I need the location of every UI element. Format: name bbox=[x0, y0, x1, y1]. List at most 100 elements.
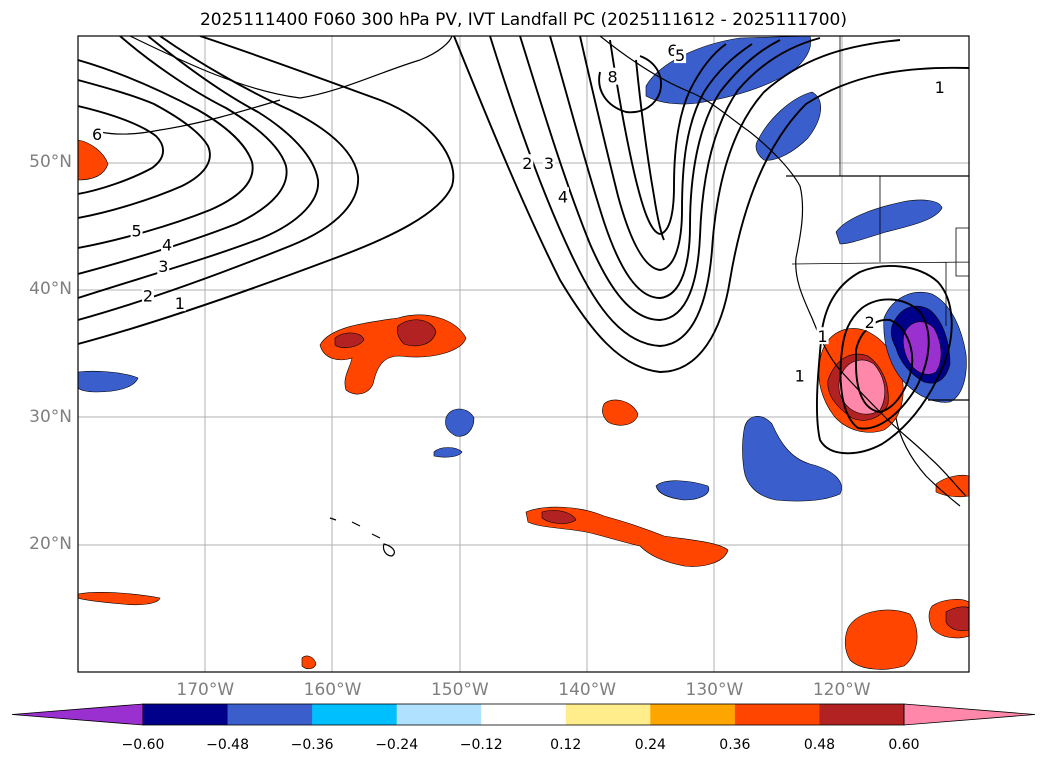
colorbar-segment bbox=[734, 704, 820, 725]
colorbar-tick-label: −0.36 bbox=[290, 737, 334, 753]
pv-contour-west-5 bbox=[78, 59, 254, 249]
colorbar-segment bbox=[481, 704, 567, 725]
pv-contour-california-1 bbox=[815, 265, 953, 455]
contour-label-background bbox=[816, 327, 829, 345]
contour-label: 1 bbox=[795, 367, 805, 386]
ivt-blob-southeast-1 bbox=[844, 609, 918, 670]
contour-label: 5 bbox=[131, 222, 141, 241]
pv-contours bbox=[78, 36, 969, 455]
colorbar bbox=[11, 703, 1036, 726]
contour-label-background bbox=[173, 294, 186, 312]
colorbar-tick-label: −0.12 bbox=[459, 737, 503, 753]
ivt-blob-small-2 bbox=[301, 655, 317, 670]
ivt-blob-northwest-corner bbox=[78, 139, 109, 181]
contour-label: 6 bbox=[92, 125, 102, 144]
contour-label-background bbox=[606, 67, 619, 85]
colorbar-tick-label: 0.48 bbox=[803, 737, 836, 753]
colorbar-tick-label: −0.48 bbox=[206, 737, 249, 753]
contour-label-background bbox=[793, 366, 806, 384]
longitude-label: 140°W bbox=[558, 680, 617, 700]
pv-contour-california-2 bbox=[839, 298, 930, 430]
contour-label: 2 bbox=[143, 286, 153, 305]
contour-label-background bbox=[556, 187, 569, 205]
ivt-blob-baja bbox=[935, 474, 969, 498]
coastline-alaska bbox=[129, 36, 453, 99]
pv-contour-west-2 bbox=[78, 36, 359, 321]
ivt-blob-subtropical-neg bbox=[742, 416, 842, 502]
ivt-blob-washington bbox=[835, 199, 943, 245]
contour-label: 3 bbox=[544, 154, 554, 173]
pv-contour-west-6 bbox=[78, 79, 211, 219]
contour-label-background bbox=[521, 154, 534, 172]
colorbar-segments bbox=[11, 703, 1036, 726]
coastline-aleutians bbox=[99, 99, 281, 135]
border-state-1 bbox=[791, 176, 969, 326]
ivt-blob-subtropical-core bbox=[541, 510, 577, 524]
longitude-label: 160°W bbox=[303, 680, 362, 700]
pv-contour-trough-7 bbox=[635, 59, 665, 241]
contour-label-background bbox=[130, 221, 143, 239]
contour-label-background bbox=[542, 154, 555, 172]
colorbar-frame bbox=[142, 703, 905, 726]
ivt-blob-small-3 bbox=[445, 408, 475, 437]
colorbar-segment bbox=[312, 704, 398, 725]
pv-contour-west-7 bbox=[78, 105, 164, 195]
longitude-label: 130°W bbox=[685, 680, 744, 700]
colorbar-segment bbox=[565, 704, 651, 725]
ivt-blob-west-edge bbox=[78, 370, 139, 393]
contour-label: 4 bbox=[162, 236, 172, 255]
pv-contour-west-1 bbox=[78, 36, 455, 345]
coastline-baja bbox=[895, 417, 961, 507]
latitude-label: 30°N bbox=[29, 406, 72, 427]
contour-label: 8 bbox=[608, 68, 618, 87]
ivt-blob-southwest bbox=[78, 592, 161, 606]
colorbar-tick-label: 0.12 bbox=[550, 737, 582, 753]
coastlines bbox=[99, 36, 969, 557]
ivt-blob-small-5 bbox=[655, 480, 710, 501]
ivt-blob-california-max bbox=[838, 359, 886, 415]
pv-contour-trough-5 bbox=[579, 36, 753, 271]
longitude-label: 150°W bbox=[430, 680, 489, 700]
longitude-label: 120°W bbox=[812, 680, 871, 700]
ivt-blob-small-4 bbox=[433, 447, 463, 458]
contour-label: 4 bbox=[558, 187, 568, 206]
colorbar-segment bbox=[819, 704, 905, 725]
contour-label: 3 bbox=[158, 257, 168, 276]
contour-label-background bbox=[674, 46, 687, 64]
map-title: 2025111400 F060 300 hPa PV, IVT Landfall… bbox=[199, 10, 847, 30]
colorbar-tick-label: 0.24 bbox=[634, 737, 666, 753]
contour-label: 1 bbox=[818, 327, 828, 346]
coastline-gulf-of-alaska bbox=[599, 36, 967, 497]
ivt-blob-subtropical-band bbox=[525, 506, 729, 567]
contour-label-background bbox=[91, 124, 104, 142]
contour-label-background bbox=[863, 313, 876, 331]
colorbar-tick-label: −0.60 bbox=[121, 737, 165, 753]
colorbar-tick-label: −0.24 bbox=[375, 737, 419, 753]
pv-contour-trough-8 bbox=[598, 55, 662, 114]
contour-label: 2 bbox=[522, 154, 532, 173]
contour-label: 1 bbox=[935, 78, 945, 97]
colorbar-extend-min bbox=[11, 703, 144, 726]
ivt-blob-bc-coast bbox=[755, 91, 821, 161]
ivt-blob-southeast-core bbox=[945, 606, 969, 632]
colorbar-segment bbox=[143, 704, 229, 725]
pv-contour-trough-4 bbox=[549, 36, 781, 299]
pv-contour-trough-1 bbox=[453, 36, 969, 373]
contour-label-background bbox=[933, 77, 946, 95]
colorbar-segment bbox=[227, 704, 313, 725]
hawaii-islands bbox=[329, 517, 396, 557]
contour-label: 2 bbox=[865, 313, 875, 332]
latitude-label: 40°N bbox=[29, 279, 72, 300]
pv-contour-west-4 bbox=[78, 36, 288, 275]
colorbar-segment bbox=[396, 704, 482, 725]
ivt-positive-anomalies bbox=[78, 139, 969, 670]
ivt-blob-central-pacific-core bbox=[334, 319, 437, 349]
contour-label: 5 bbox=[675, 46, 685, 65]
contour-label: 6 bbox=[667, 41, 677, 60]
pv-contour-trough-6 bbox=[609, 39, 727, 235]
colorbar-segment bbox=[650, 704, 736, 725]
colorbar-tick-label: 0.60 bbox=[888, 737, 920, 753]
